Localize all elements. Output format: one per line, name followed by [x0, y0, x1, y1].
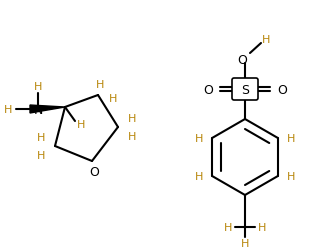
Text: N: N — [33, 103, 43, 116]
Text: H: H — [96, 80, 104, 90]
Text: H: H — [4, 105, 12, 115]
Text: H: H — [241, 238, 249, 248]
Text: H: H — [287, 171, 295, 181]
Text: H: H — [77, 119, 85, 130]
Text: O: O — [89, 166, 99, 179]
Text: H: H — [109, 94, 117, 104]
Text: H: H — [224, 222, 232, 232]
Text: H: H — [37, 150, 45, 160]
Text: H: H — [195, 134, 203, 143]
Text: O: O — [277, 83, 287, 96]
Text: H: H — [128, 132, 136, 141]
Text: S: S — [241, 83, 249, 96]
Polygon shape — [30, 106, 65, 114]
Text: O: O — [203, 83, 213, 96]
Text: H: H — [262, 35, 270, 45]
Text: H: H — [287, 134, 295, 143]
Text: O: O — [237, 53, 247, 66]
Text: H: H — [34, 82, 42, 92]
Text: H: H — [195, 171, 203, 181]
Text: H: H — [258, 222, 266, 232]
Text: H: H — [128, 114, 136, 123]
FancyBboxPatch shape — [232, 79, 258, 101]
Text: H: H — [37, 133, 45, 142]
